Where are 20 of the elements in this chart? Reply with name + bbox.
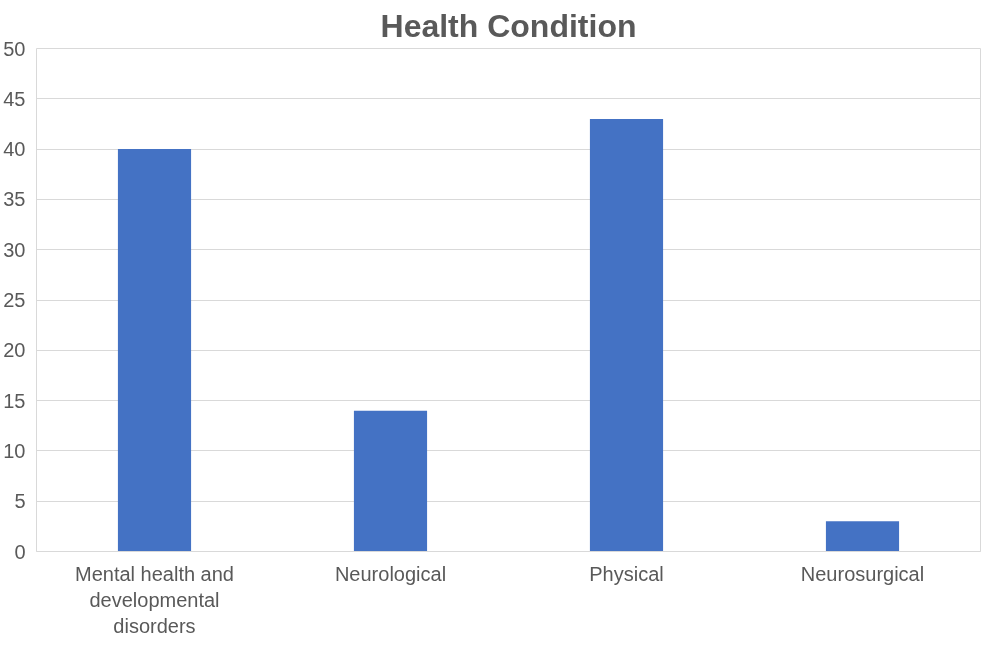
y-tick-label: 10 <box>3 439 26 462</box>
x-tick-label: Neurological <box>334 562 447 585</box>
y-tick-label: 30 <box>3 238 26 261</box>
bar <box>117 149 192 552</box>
y-tick-label: 25 <box>3 289 26 311</box>
x-tick-label: Mental health and developmental disorders <box>75 562 235 638</box>
bar <box>589 118 664 552</box>
y-tick-label: 5 <box>14 490 26 513</box>
y-tick-label: 0 <box>14 540 26 563</box>
y-tick-label: 45 <box>3 87 26 110</box>
bar <box>353 410 428 552</box>
x-tick-label: Physical <box>589 562 664 585</box>
y-tick-label: 20 <box>3 339 26 362</box>
y-tick-label: 40 <box>3 138 26 161</box>
y-tick-label: 50 <box>3 37 26 60</box>
chart-title: Health Condition <box>380 7 637 44</box>
y-tick-label: 15 <box>3 389 26 412</box>
bar <box>825 521 900 552</box>
x-tick-label: Neurosurgical <box>800 562 925 585</box>
y-tick-label: 35 <box>3 188 26 211</box>
